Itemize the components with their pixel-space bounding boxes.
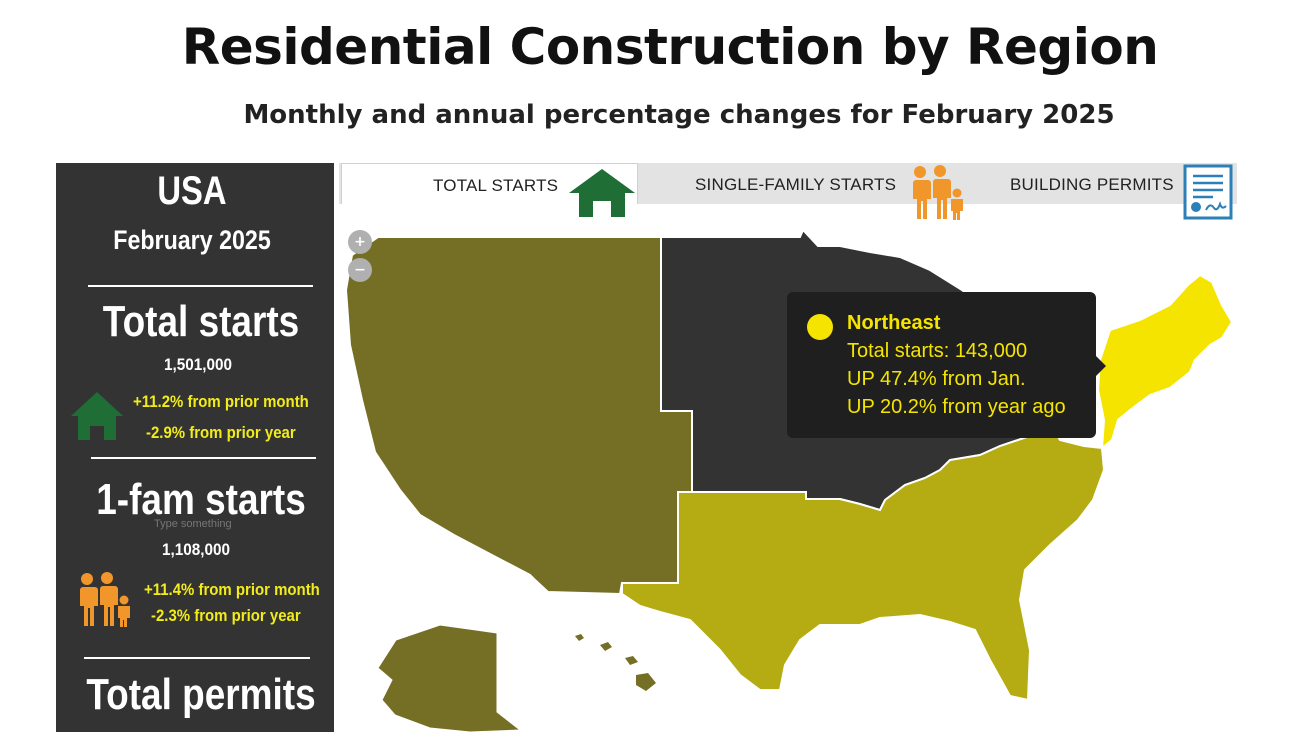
sidebar-date: February 2025 [113,225,271,255]
divider [84,657,310,659]
tooltip-arrow [1096,356,1106,376]
single-family-value: 1,108,000 [161,540,231,559]
divider [88,285,313,287]
region-west[interactable] [344,236,693,596]
family-icon [912,165,963,220]
house-icon [71,392,123,440]
tab-label: SINGLE-FAMILY STARTS [695,175,897,194]
total-starts-month-change: +11.2% from prior month [133,392,309,411]
metric-tabs: TOTAL STARTS SINGLE-FAMILY STARTS BUILDI… [339,163,1237,220]
type-something-placeholder: Type something [154,518,232,530]
region-northeast[interactable] [1096,273,1234,451]
tooltip-month-change: UP 47.4% from Jan. [847,368,1026,390]
house-icon [569,169,635,217]
permit-document-icon [1183,164,1233,220]
zoom-out-button[interactable]: − [348,258,372,282]
region-west-hawaii[interactable] [575,634,656,691]
tab-label: BUILDING PERMITS [1010,175,1174,194]
tab-single-family-starts[interactable]: SINGLE-FAMILY STARTS [639,163,969,220]
tooltip-region: Northeast [847,312,941,334]
summary-sidebar: USA February 2025 Total starts 1,501,000… [56,163,334,732]
single-family-heading: 1-fam starts [96,475,306,524]
tooltip-year-change: UP 20.2% from year ago [847,396,1066,418]
tooltip-total: Total starts: 143,000 [847,340,1028,362]
single-family-month-change: +11.4% from prior month [144,580,320,599]
zoom-in-button[interactable]: + [348,230,372,254]
page-subtitle: Monthly and annual percentage changes fo… [243,100,1115,130]
region-map [344,228,1234,732]
tab-building-permits[interactable]: BUILDING PERMITS [970,163,1237,220]
divider [91,457,316,459]
single-family-year-change: -2.3% from prior year [151,606,301,625]
tab-label: TOTAL STARTS [433,176,559,195]
region-south[interactable] [621,418,1106,702]
page-title: Residential Construction by Region [181,18,1159,76]
tab-total-starts[interactable]: TOTAL STARTS [341,163,638,217]
sidebar-country: USA [157,169,227,213]
region-west-alaska[interactable] [377,624,522,732]
total-starts-heading: Total starts [102,297,300,346]
family-icon [79,572,130,627]
total-permits-heading: Total permits [86,670,316,719]
total-starts-year-change: -2.9% from prior year [146,423,296,442]
legend-dot [807,314,833,340]
region-tooltip: Northeast Total starts: 143,000 UP 47.4%… [787,292,1096,438]
total-starts-value: 1,501,000 [163,355,233,374]
zoom-controls: + − [348,230,372,282]
